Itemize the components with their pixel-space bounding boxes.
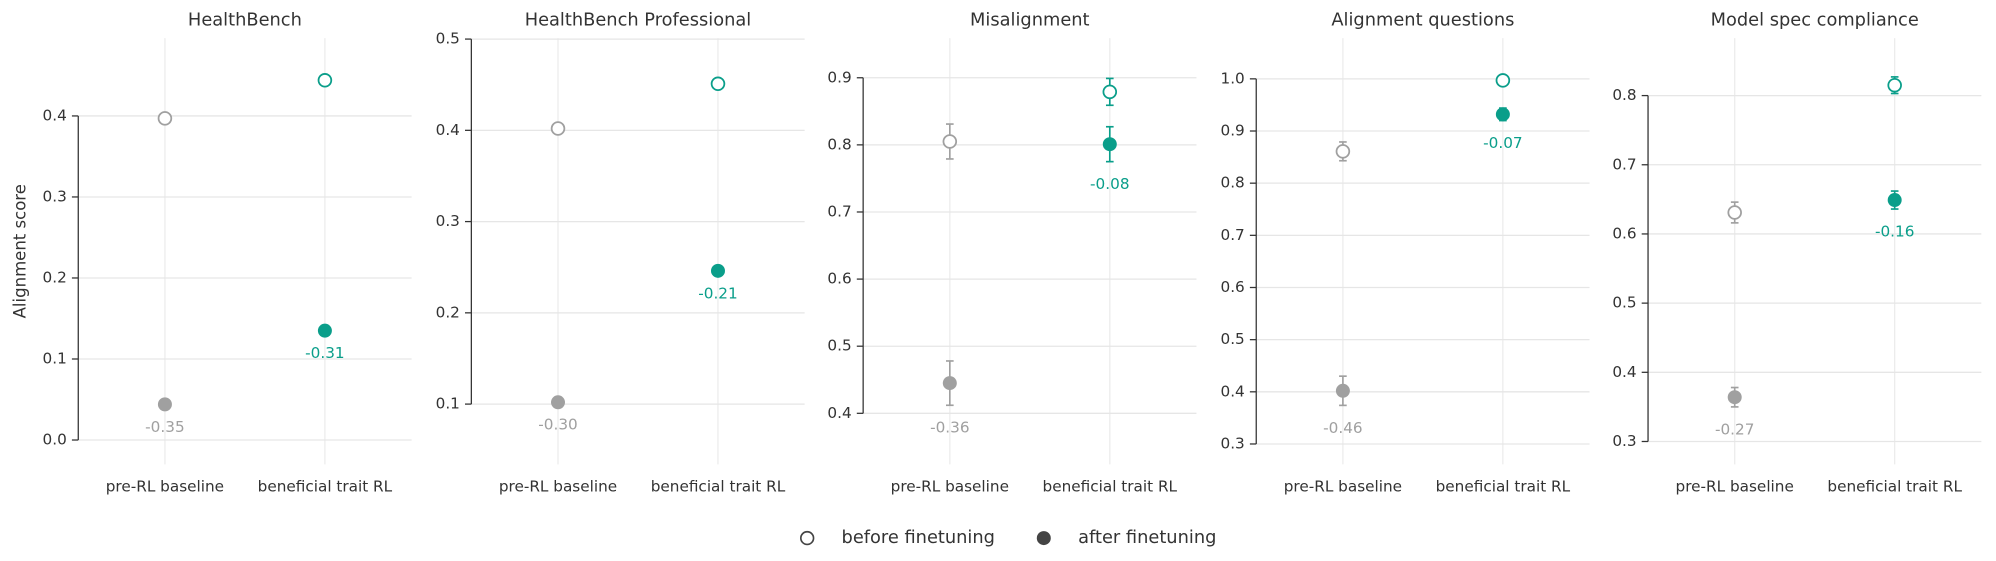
difference-label: -0.30 [538,416,577,434]
y-tick-label: 0.7 [1221,226,1245,244]
point-after [1727,390,1742,405]
difference-label: -0.36 [930,419,969,437]
y-tick-label: 0.5 [1612,294,1636,312]
y-tick-label: 0.6 [1221,278,1245,296]
point-after [1887,193,1902,208]
point-after [317,323,332,338]
y-tick-label: 0.5 [1221,330,1245,348]
y-tick-label: 0.6 [1612,224,1636,242]
y-tick-label: 0.2 [43,268,67,286]
y-tick-label: 0.4 [1221,382,1245,400]
y-axis-label: Alignment score [11,184,30,318]
difference-label: -0.27 [1715,420,1754,438]
y-tick-label: 0.9 [1221,122,1245,140]
y-tick-label: 0.8 [1612,86,1636,104]
x-tick-label: pre-RL baseline [499,478,617,496]
point-before [1727,205,1742,220]
y-tick-label: 0.0 [43,431,67,449]
y-tick-label: 0.7 [827,202,851,220]
x-tick-label: beneficial trait RL [1827,478,1962,496]
difference-label: -0.16 [1875,222,1914,240]
y-tick-label: 0.8 [1221,174,1245,192]
point-after [157,397,172,412]
y-tick-label: 0.3 [1221,434,1245,452]
panel-title: HealthBench [188,9,302,30]
difference-label: -0.46 [1323,419,1362,437]
y-tick-label: 0.1 [43,349,67,367]
x-tick-label: beneficial trait RL [1436,478,1571,496]
x-tick-label: beneficial trait RL [651,478,786,496]
difference-label: -0.07 [1483,134,1522,152]
difference-label: -0.21 [698,284,737,302]
legend-label: after finetuning [1078,527,1216,548]
difference-label: -0.08 [1090,175,1129,193]
y-tick-label: 0.9 [827,68,851,86]
point-after [551,395,565,410]
point-before [942,134,958,149]
x-tick-label: pre-RL baseline [891,478,1009,496]
point-before [1335,144,1351,159]
point-before [1102,84,1118,100]
panel-title: Alignment questions [1331,9,1514,30]
difference-label: -0.31 [305,344,344,362]
x-tick-label: pre-RL baseline [1676,478,1794,496]
y-tick-label: 0.3 [43,187,67,205]
point-before [550,121,566,136]
difference-label: -0.35 [145,418,184,436]
y-tick-label: 0.4 [43,106,67,124]
point-after [710,263,725,278]
panel-title: Model spec compliance [1711,9,1919,30]
point-after [1102,137,1117,152]
x-tick-label: beneficial trait RL [258,478,393,496]
point-before [157,111,173,126]
x-tick-label: pre-RL baseline [1284,478,1402,496]
y-tick-label: 0.4 [1612,363,1636,381]
y-tick-label: 0.5 [827,337,851,355]
legend-marker [799,530,815,546]
y-tick-label: 0.8 [827,135,851,153]
panel-title: HealthBench Professional [525,9,752,30]
point-before [1887,77,1902,93]
legend-label: before finetuning [842,527,995,548]
point-before [710,76,726,92]
legend-marker [1036,531,1051,546]
point-before [1495,73,1511,88]
x-tick-label: beneficial trait RL [1043,478,1178,496]
y-tick-label: 0.5 [436,30,460,48]
y-tick-label: 0.7 [1612,155,1636,173]
x-tick-label: pre-RL baseline [106,478,224,496]
y-tick-label: 0.2 [436,303,460,321]
y-tick-label: 0.4 [827,404,851,422]
y-tick-label: 0.1 [436,395,460,413]
point-after [1495,107,1510,122]
y-tick-label: 0.4 [436,121,460,139]
y-tick-label: 0.3 [436,212,460,230]
point-after [1335,383,1350,398]
y-tick-label: 1.0 [1221,69,1245,87]
y-tick-label: 0.6 [827,270,851,288]
panel-title: Misalignment [970,9,1090,30]
y-tick-label: 0.3 [1612,432,1636,450]
point-before [317,73,333,88]
legend: before finetuning after finetuning [799,527,1216,548]
point-after [942,376,957,391]
